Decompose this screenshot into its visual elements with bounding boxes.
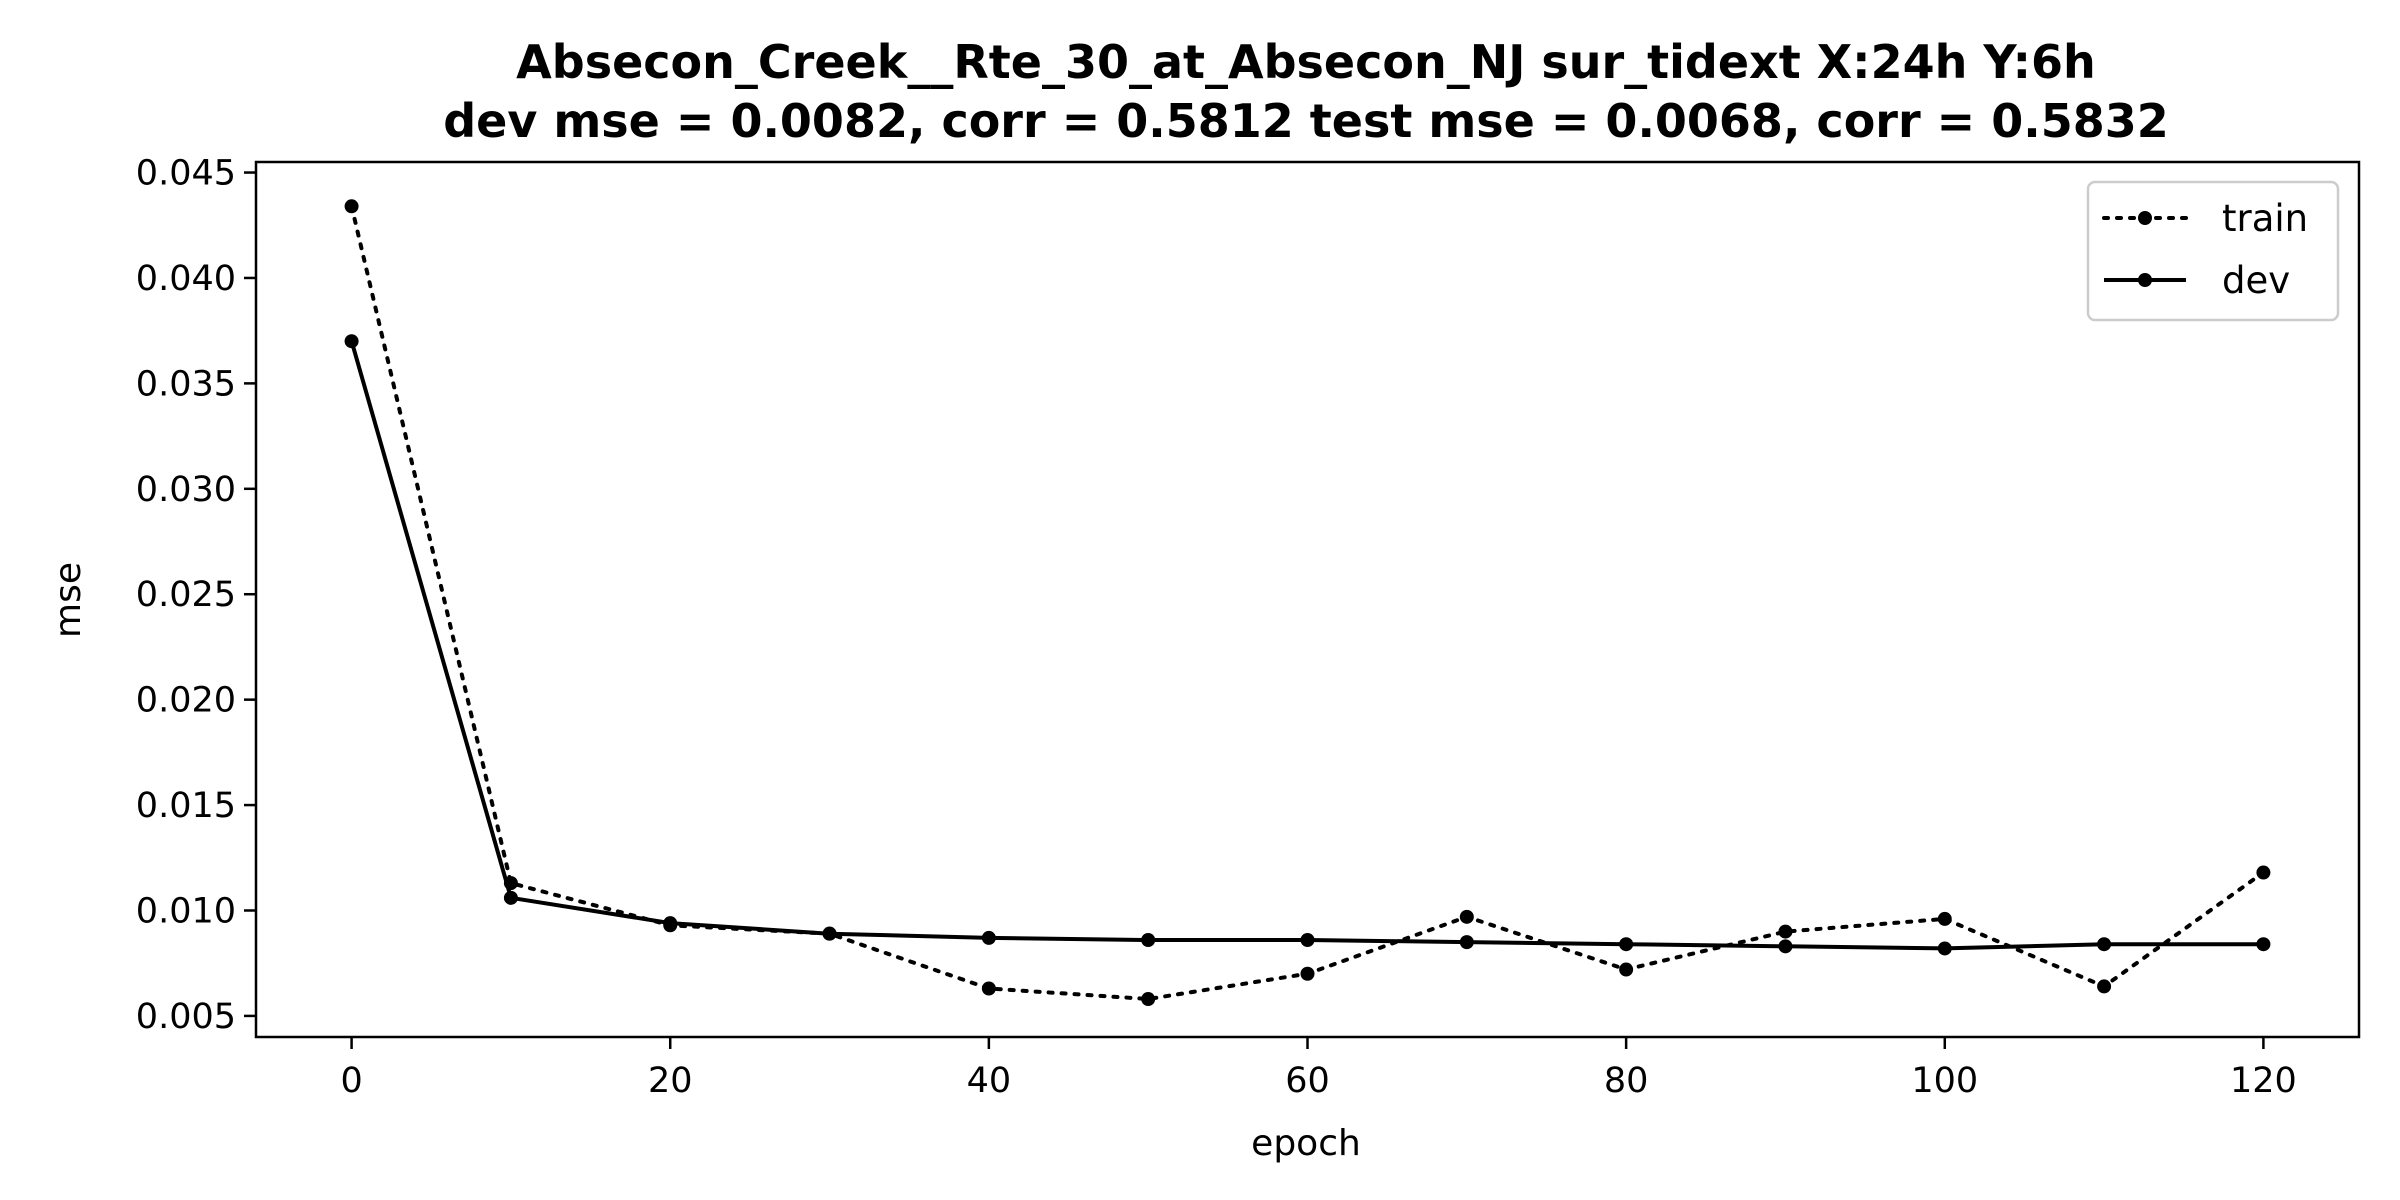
series-line-dev — [349, 339, 2266, 951]
x-tick-label: 0 — [340, 1061, 362, 1101]
x-tick-label: 100 — [1911, 1061, 1978, 1101]
point-dev — [1300, 933, 1315, 948]
chart-title-line1: Absecon_Creek__Rte_30_at_Absecon_NJ sur_… — [516, 35, 2096, 89]
y-tick-label: 0.005 — [136, 997, 236, 1037]
x-axis-label: epoch — [1251, 1123, 1361, 1164]
legend-train-marker — [2138, 211, 2152, 225]
point-train — [1778, 924, 1793, 939]
point-dev — [822, 926, 837, 941]
y-tick-label: 0.025 — [136, 575, 236, 615]
x-tick-label: 120 — [2230, 1061, 2297, 1101]
y-axis-label: mse — [48, 562, 89, 638]
point-dev — [663, 916, 678, 931]
point-train — [1300, 966, 1315, 981]
x-tick-label: 60 — [1285, 1061, 1330, 1101]
point-dev — [344, 334, 359, 349]
y-tick-label: 0.020 — [136, 681, 236, 721]
point-dev — [503, 890, 518, 905]
y-tick-label: 0.010 — [136, 891, 236, 931]
point-dev — [1778, 939, 1793, 954]
y-tick-label: 0.045 — [136, 154, 236, 194]
point-dev — [1937, 941, 1952, 956]
point-dev — [1619, 937, 1634, 952]
y-tick-label: 0.040 — [136, 259, 236, 299]
point-train — [1619, 962, 1634, 977]
legend-dev-marker — [2138, 273, 2152, 287]
x-axis: 0 20 40 60 80 100 120 — [340, 1037, 2297, 1101]
y-tick-label: 0.035 — [136, 364, 236, 404]
y-axis: 0.005 0.010 0.015 0.020 0.025 0.030 0.035 0.040… — [136, 154, 256, 1037]
point-train — [2097, 979, 2112, 994]
legend-train-label: train — [2222, 197, 2308, 240]
point-train — [344, 199, 359, 214]
point-dev — [2097, 937, 2112, 952]
legend: train dev — [2086, 180, 2340, 322]
point-train — [2256, 865, 2271, 880]
series-line-train — [349, 204, 2266, 1001]
point-train — [1937, 911, 1952, 926]
x-tick-label: 20 — [648, 1061, 693, 1101]
point-dev — [1141, 933, 1156, 948]
point-dev — [2256, 937, 2271, 952]
y-tick-label: 0.030 — [136, 470, 236, 510]
y-tick-label: 0.015 — [136, 786, 236, 826]
legend-dev-label: dev — [2222, 259, 2290, 302]
point-dev — [981, 930, 996, 945]
x-tick-label: 80 — [1604, 1061, 1649, 1101]
point-train — [981, 981, 996, 996]
plot-area — [344, 199, 2271, 1007]
point-dev — [1459, 935, 1474, 950]
point-train — [1459, 909, 1474, 924]
point-train — [1141, 992, 1156, 1007]
chart-title-line2: dev mse = 0.0082, corr = 0.5812 test mse… — [443, 94, 2169, 148]
x-tick-label: 40 — [967, 1061, 1012, 1101]
